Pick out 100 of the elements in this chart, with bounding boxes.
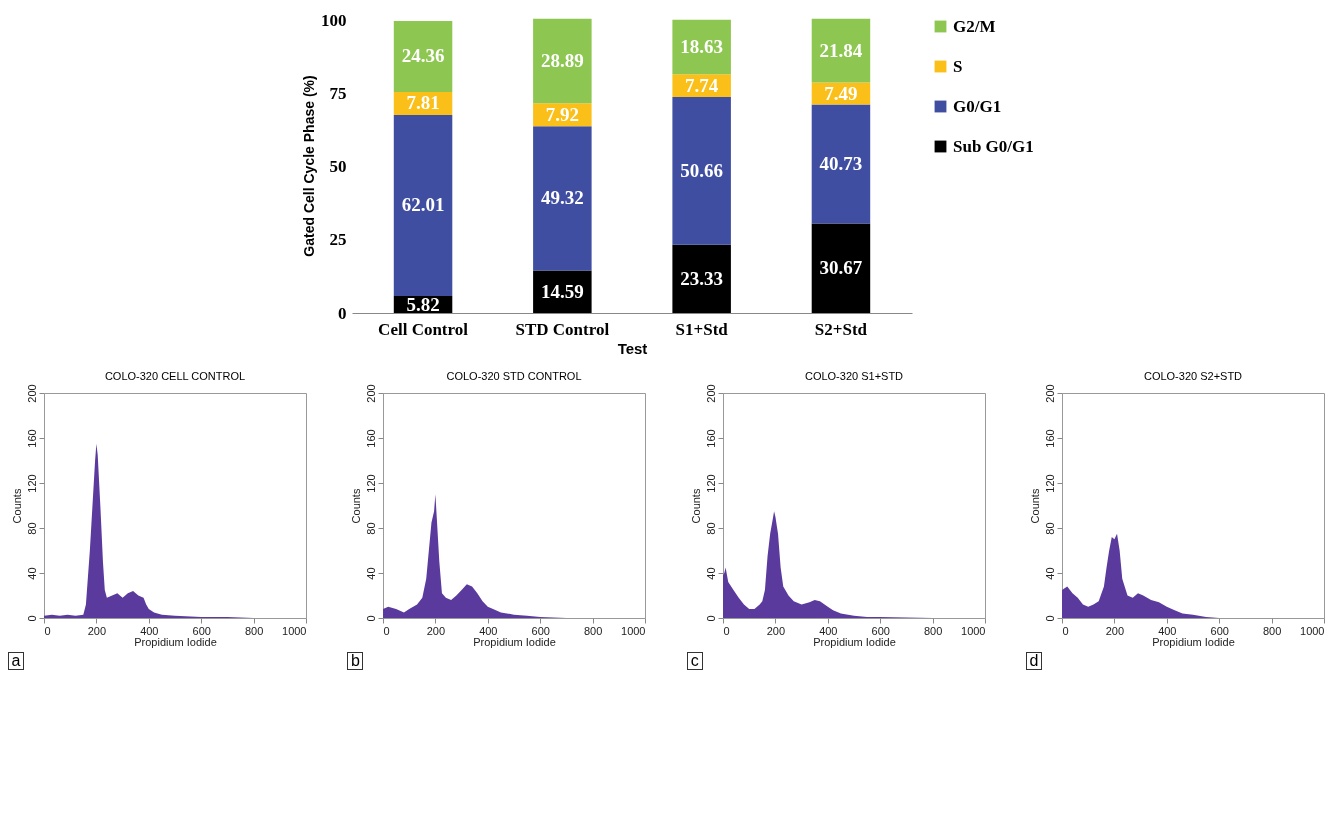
x-axis-title: Propidium Iodide [473, 635, 557, 648]
x-tick-label: 1000 [960, 624, 986, 637]
text: d [1025, 652, 1042, 670]
y-axis-title: Counts [349, 488, 362, 524]
y-axis-title: Gated Cell Cycle Phase (%) [301, 75, 317, 257]
y-tick-label: 160 [364, 429, 377, 448]
y-tick-label: 0 [1043, 615, 1056, 622]
legend-label: G2/M [953, 16, 996, 36]
x-tick-label: 1000 [282, 624, 307, 637]
x-tick-label: 400 [140, 624, 159, 637]
y-tick-label: 120 [1043, 474, 1056, 493]
y-tick-label: 80 [1043, 522, 1056, 535]
x-tick-label: 200 [427, 624, 446, 637]
x-tick-label: STD Control [515, 319, 610, 339]
x-tick-label: 200 [766, 624, 785, 637]
y-tick-label: 160 [1043, 429, 1056, 448]
y-tick-label: 25 [329, 230, 347, 250]
y-tick-label: 40 [364, 567, 377, 580]
x-tick-label: Cell Control [378, 319, 469, 339]
x-tick-label: 0 [44, 624, 51, 637]
y-tick-label: 40 [704, 567, 717, 580]
y-tick-label: 80 [25, 522, 38, 535]
bar [811, 104, 871, 224]
chart-title: COLO-320 S2+STD [1143, 369, 1243, 382]
x-tick-label: 800 [584, 624, 603, 637]
chart-title: COLO-320 S1+STD [804, 369, 903, 382]
x-tick-label: 200 [87, 624, 107, 637]
text: b [347, 652, 364, 670]
x-tick-label: 200 [1105, 624, 1125, 637]
legend-label: G0/G1 [953, 96, 1002, 116]
bar [672, 19, 731, 75]
x-axis-title: Propidium Iodide [1152, 635, 1235, 648]
y-tick-label: 50 [329, 157, 347, 177]
data-label: 5.82 [406, 293, 440, 315]
bar [533, 126, 592, 271]
y-tick-label: 80 [364, 522, 377, 535]
bar [672, 96, 731, 245]
x-tick-label: 0 [723, 624, 730, 637]
data-label: 62.01 [401, 194, 445, 216]
y-tick-label: 40 [25, 567, 38, 580]
data-label: 7.74 [685, 74, 719, 96]
data-label: 28.89 [540, 50, 584, 72]
y-tick-label: 100 [321, 11, 347, 31]
y-tick-label: 200 [704, 384, 717, 403]
data-label: 21.84 [819, 39, 863, 61]
data-label: 7.92 [545, 103, 579, 125]
y-tick-label: 75 [329, 84, 347, 104]
bar [533, 18, 592, 104]
y-tick-label: 0 [704, 615, 717, 622]
x-tick-label: 800 [244, 624, 264, 637]
x-tick-label: 400 [479, 624, 498, 637]
chart-title: COLO-320 CELL CONTROL [104, 369, 246, 382]
x-tick-label: 1000 [621, 624, 646, 637]
y-tick-label: 40 [1043, 567, 1056, 580]
y-axis-title: Counts [689, 488, 702, 524]
y-tick-label: 80 [704, 522, 717, 535]
bar [393, 114, 453, 296]
x-axis-title: Propidium Iodide [134, 635, 217, 648]
data-label: 30.67 [819, 257, 863, 279]
chart-title: COLO-320 STD CONTROL [446, 369, 582, 382]
y-tick-label: 200 [1043, 384, 1056, 403]
data-label: 50.66 [680, 159, 724, 181]
x-tick-label: 0 [1062, 624, 1069, 637]
y-tick-label: 200 [364, 384, 377, 403]
data-label: 14.59 [540, 280, 584, 302]
data-label: 18.63 [680, 36, 724, 58]
y-axis-title: Counts [10, 488, 23, 524]
x-tick-label: S1+Std [675, 319, 729, 339]
x-tick-label: 400 [1158, 624, 1177, 637]
x-tick-label: 0 [383, 624, 390, 637]
text: c [686, 652, 703, 670]
x-axis-title: Test [617, 339, 648, 357]
data-label: 7.49 [824, 82, 858, 104]
bar [811, 18, 871, 83]
bar [393, 20, 453, 93]
y-tick-label: 160 [25, 429, 38, 448]
x-tick-label: S2+Std [814, 319, 868, 339]
y-axis-title: Counts [1028, 488, 1041, 524]
x-tick-label: 800 [923, 624, 942, 637]
y-tick-label: 160 [704, 429, 717, 448]
legend-label: Sub G0/G1 [953, 136, 1034, 156]
data-label: 23.33 [680, 267, 724, 289]
x-tick-label: 600 [871, 624, 890, 637]
x-tick-label: 600 [192, 624, 211, 637]
y-tick-label: 0 [25, 615, 38, 622]
y-tick-label: 200 [25, 384, 38, 403]
x-tick-label: 1000 [1300, 624, 1325, 637]
data-label: 7.81 [406, 92, 440, 114]
y-tick-label: 0 [364, 615, 377, 622]
bar [811, 223, 871, 313]
y-tick-label: 0 [338, 303, 347, 323]
text: a [8, 652, 24, 670]
x-tick-label: 600 [1210, 624, 1229, 637]
y-tick-label: 120 [364, 474, 377, 493]
x-tick-label: 600 [531, 624, 551, 637]
x-tick-label: 400 [818, 624, 838, 637]
x-tick-label: 800 [1262, 624, 1282, 637]
y-tick-label: 120 [25, 474, 38, 493]
data-label: 40.73 [819, 152, 863, 174]
y-tick-label: 120 [704, 474, 717, 493]
